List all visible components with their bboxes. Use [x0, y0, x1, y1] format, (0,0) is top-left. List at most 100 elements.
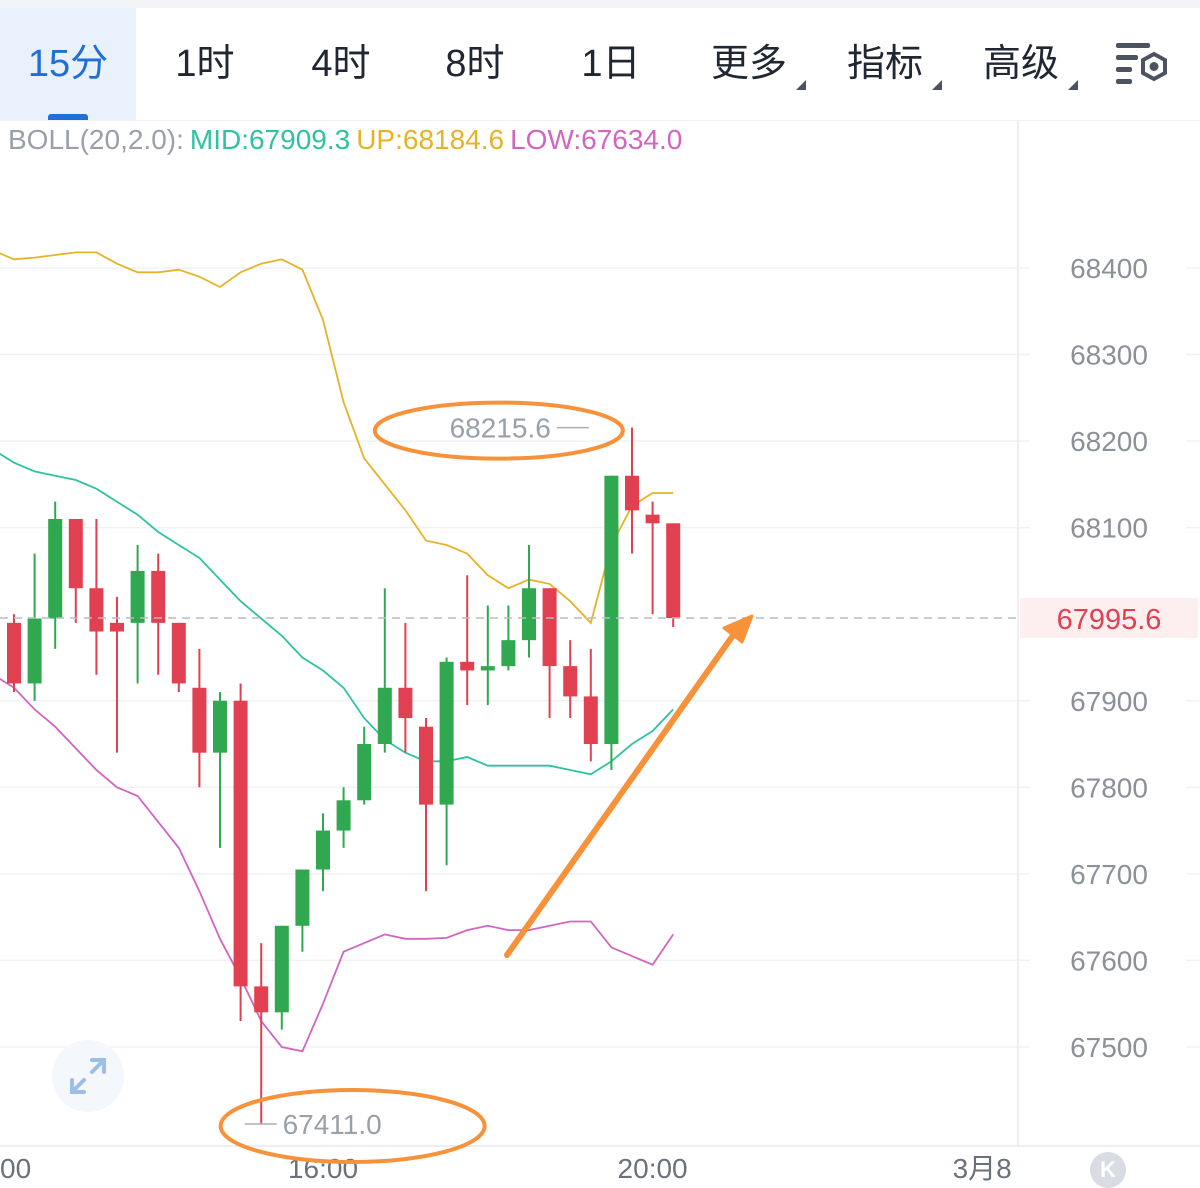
candle	[645, 501, 660, 615]
x-tick-label: 00	[0, 1153, 31, 1182]
dropdown-caret-icon	[932, 80, 942, 90]
y-tick-label: 68400	[1070, 253, 1148, 284]
candle	[48, 501, 63, 649]
dropdown-caret-icon	[796, 80, 806, 90]
candle-body	[377, 687, 392, 745]
chart-settings-icon[interactable]	[1114, 40, 1172, 92]
tab-label: 高级	[982, 43, 1059, 85]
candle	[274, 925, 289, 1030]
candle-body	[439, 661, 454, 805]
candle	[89, 518, 104, 675]
x-tick-label: 20:00	[618, 1153, 688, 1182]
y-tick-label: 67600	[1070, 945, 1148, 976]
tab-label: 1时	[175, 43, 235, 85]
tab-1h[interactable]: 1时	[146, 8, 264, 120]
candle-body	[563, 666, 578, 697]
y-tick-label: 68100	[1070, 513, 1148, 544]
tab-label: 1日	[581, 43, 641, 85]
low-highlight-ellipse	[218, 1087, 487, 1164]
candle	[522, 544, 536, 658]
tab-label: 15分	[27, 43, 109, 85]
candle	[583, 648, 598, 762]
y-tick-label: 68300	[1070, 340, 1148, 371]
candle-body	[625, 475, 639, 511]
tab-advanced[interactable]: 高级	[978, 8, 1078, 120]
grid-lines	[0, 267, 1200, 1048]
extreme-markers: 68215.6 67411.0	[244, 413, 589, 1140]
tab-indicators[interactable]: 指标	[842, 8, 942, 120]
tab-label: 更多	[710, 43, 787, 85]
tab-8h[interactable]: 8时	[416, 8, 534, 120]
candle	[254, 943, 269, 1124]
candle-body	[130, 570, 145, 623]
tab-more[interactable]: 更多	[706, 8, 806, 120]
expand-icon	[70, 1058, 106, 1094]
y-tick-label: 67500	[1070, 1032, 1148, 1063]
timeframe-tab-bar: 15分 1时 4时 8时 1日 更多 指标 高级	[0, 8, 1200, 121]
y-axis: 68400 68300 68200 68100 67900 67800 67700 67600…	[1020, 253, 1198, 1063]
high-highlight-ellipse	[372, 400, 625, 461]
y-tick-label: 67700	[1070, 859, 1148, 890]
boll-low-value: LOW:67634.0	[510, 124, 683, 155]
candle-body	[274, 925, 289, 1013]
candle-body	[110, 622, 124, 632]
candle-body	[27, 618, 42, 684]
candle-body	[295, 869, 310, 926]
boll-up-value: UP:68184.6	[356, 124, 505, 155]
trend-arrow-head	[722, 614, 754, 644]
candle-body	[316, 830, 330, 870]
active-tab-indicator	[48, 114, 88, 120]
candle	[213, 692, 227, 848]
candle	[110, 596, 124, 753]
tab-label: 指标	[846, 43, 923, 85]
candle	[151, 553, 166, 675]
candle	[316, 813, 330, 892]
high-marker-label: 68215.6	[450, 413, 551, 444]
boll-mid-line	[0, 452, 674, 776]
candle-body	[68, 518, 83, 589]
current-price-label: 67995.6	[1057, 604, 1162, 636]
expand-chart-button[interactable]	[52, 1040, 124, 1112]
candle-body	[192, 687, 207, 753]
candle-body	[357, 744, 372, 801]
tab-4h[interactable]: 4时	[282, 8, 400, 120]
candle	[398, 622, 413, 753]
candle-body	[398, 687, 413, 719]
tab-15min[interactable]: 15分	[0, 8, 136, 120]
candle-body	[604, 475, 619, 745]
candle-body	[213, 700, 227, 753]
tab-1d[interactable]: 1日	[552, 8, 670, 120]
candle-body	[542, 588, 557, 667]
candle	[377, 588, 392, 753]
candle-body	[336, 800, 351, 831]
candle-body	[233, 700, 248, 987]
y-tick-label: 68200	[1070, 426, 1148, 457]
candle-body	[419, 726, 433, 805]
candle	[419, 718, 433, 892]
status-strip	[0, 0, 1200, 8]
tab-label: 8时	[445, 43, 505, 85]
x-axis: 00 16:00 20:00 3月8	[0, 1153, 1012, 1182]
candle	[542, 588, 557, 719]
candle-body	[522, 588, 536, 641]
candle	[625, 427, 639, 554]
trend-arrow-shaft	[504, 631, 737, 958]
boll-mid-value: MID:67909.3	[189, 124, 351, 155]
candles	[7, 427, 681, 1124]
candle	[336, 787, 351, 848]
candle-body	[151, 570, 166, 623]
candle-body	[583, 696, 598, 745]
candle	[666, 523, 681, 628]
candle	[604, 475, 619, 770]
candle-body	[7, 622, 21, 684]
candle	[171, 622, 186, 693]
tab-label: 4时	[311, 43, 371, 85]
candle	[27, 553, 42, 701]
dropdown-caret-icon	[1068, 80, 1078, 90]
candle-body	[645, 514, 660, 524]
current-price-tag	[1020, 598, 1198, 639]
candle-body	[666, 523, 681, 619]
y-tick-label: 67800	[1070, 772, 1148, 803]
candle	[233, 683, 248, 1021]
